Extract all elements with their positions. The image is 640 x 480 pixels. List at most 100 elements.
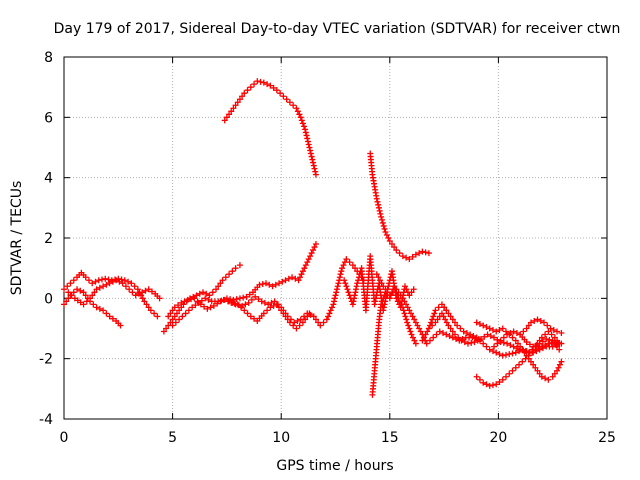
data-point [279,278,286,285]
data-point [254,78,261,85]
data-point [543,336,550,343]
data-point [555,339,562,346]
data-point [131,283,138,290]
x-tick-label: 20 [489,430,507,446]
data-point [421,334,428,341]
data-point [273,87,280,94]
data-point [217,280,224,287]
data-point [489,348,496,355]
data-point [284,313,291,320]
data-point [424,328,431,335]
data-point [310,159,317,166]
data-point [380,222,387,229]
data-point [435,304,442,311]
data-point [290,102,297,109]
data-point [305,256,312,263]
data-point [426,337,433,344]
y-tick-label: 6 [44,110,53,126]
data-point [154,313,161,320]
data-point [406,292,413,299]
data-point [195,299,202,306]
data-point [169,316,176,323]
data-point [399,253,406,260]
y-tick-label: 0 [44,291,53,307]
data-point [395,289,402,296]
y-tick-label: 2 [44,231,53,247]
data-point [297,274,304,281]
data-point [493,349,500,356]
data-point [305,141,312,148]
series-arc-4 [160,262,243,335]
data-point [506,351,513,358]
data-point [304,135,311,142]
data-point [430,334,437,341]
data-point [377,277,384,284]
data-point [283,96,290,103]
data-point [480,379,487,386]
data-point [500,334,507,341]
data-point [393,286,400,293]
data-point [503,373,510,380]
data-point [312,316,319,323]
data-point [330,301,337,308]
data-point [299,120,306,127]
data-point [473,319,480,326]
data-point [267,82,274,89]
data-point [299,319,306,326]
data-point [537,317,544,324]
data-point [504,340,511,347]
data-point [520,328,527,335]
data-point [135,290,142,297]
data-point [326,310,333,317]
data-point [531,317,538,324]
data-point [239,302,246,309]
series-arc-11 [367,150,432,263]
data-point [143,301,150,308]
data-point [232,265,239,272]
data-point [483,343,490,350]
data-point [142,287,149,294]
data-point [549,337,556,344]
data-point [491,334,498,341]
data-point [391,244,398,251]
data-point [489,382,496,389]
data-point [487,333,494,340]
data-point [171,304,178,311]
data-point [201,303,208,310]
data-point [228,108,235,115]
data-point [523,352,530,359]
data-point [301,265,308,272]
data-point [320,319,327,326]
data-point [70,289,77,296]
data-point [385,235,392,241]
data-point [551,340,558,347]
data-point [264,307,271,314]
data-point [532,364,539,371]
data-point [82,292,89,299]
data-point [556,361,563,368]
data-point [173,310,180,317]
data-point [96,284,103,291]
data-point [373,195,380,202]
data-point [434,316,441,323]
data-point [532,346,539,353]
data-point [229,299,236,306]
data-point [343,256,350,263]
series-arc-5 [165,241,319,320]
data-point [221,296,228,303]
data-point [165,313,172,320]
data-point [331,295,338,302]
data-point [307,147,314,154]
data-point [210,302,217,309]
data-point [341,277,348,284]
data-point [432,307,439,314]
data-point [264,81,271,88]
data-point [411,316,418,323]
data-point [406,256,413,263]
data-point [400,307,407,314]
data-point [90,301,97,308]
data-point [298,117,305,124]
data-point [307,150,314,157]
data-point [185,307,192,314]
data-point [61,301,67,308]
